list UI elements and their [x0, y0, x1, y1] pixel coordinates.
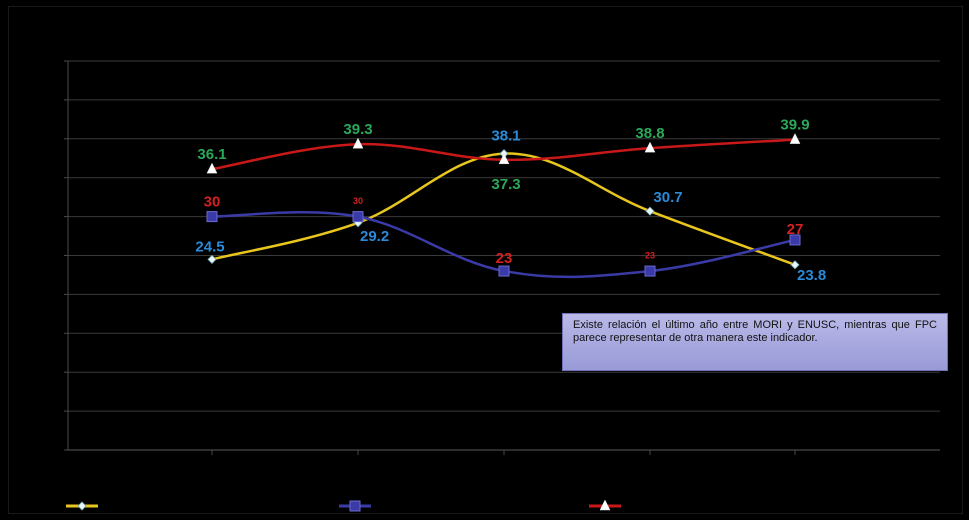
data-label: 30 [353, 196, 363, 206]
chart-frame [8, 6, 963, 514]
data-point-square [498, 265, 510, 277]
data-label: 23 [645, 250, 655, 260]
data-label: 38.8 [635, 125, 664, 142]
annotation-box: Existe relación el último año entre MORI… [562, 313, 948, 371]
data-label: 27 [787, 221, 804, 238]
data-label: 30 [204, 194, 221, 211]
data-point-diamond [645, 206, 655, 216]
data-point-diamond [790, 260, 800, 270]
data-point-square [206, 211, 218, 223]
data-label: 23.8 [797, 267, 826, 284]
data-label: 39.9 [780, 117, 809, 134]
data-point-triangle [352, 137, 364, 149]
data-point-square [789, 234, 801, 246]
data-point-square [644, 265, 656, 277]
data-label: 30.7 [653, 189, 682, 206]
data-label: 24.5 [195, 238, 224, 255]
data-point-triangle [206, 162, 218, 174]
legend-swatch-marker [599, 499, 611, 511]
series-line-1 [211, 152, 796, 267]
data-label: 23 [496, 250, 513, 267]
legend-swatch-marker [77, 501, 87, 511]
data-point-triangle [789, 133, 801, 144]
data-point-triangle [498, 153, 510, 165]
data-point-square [352, 211, 364, 223]
data-point-triangle [644, 141, 656, 153]
legend-swatch-marker [349, 500, 361, 512]
data-label: 36.1 [197, 146, 226, 163]
data-label: 38.1 [491, 128, 520, 145]
data-point-diamond [207, 254, 217, 264]
data-label: 39.3 [343, 121, 372, 138]
data-label: 29.2 [360, 228, 389, 245]
data-label: 37.3 [491, 176, 520, 193]
